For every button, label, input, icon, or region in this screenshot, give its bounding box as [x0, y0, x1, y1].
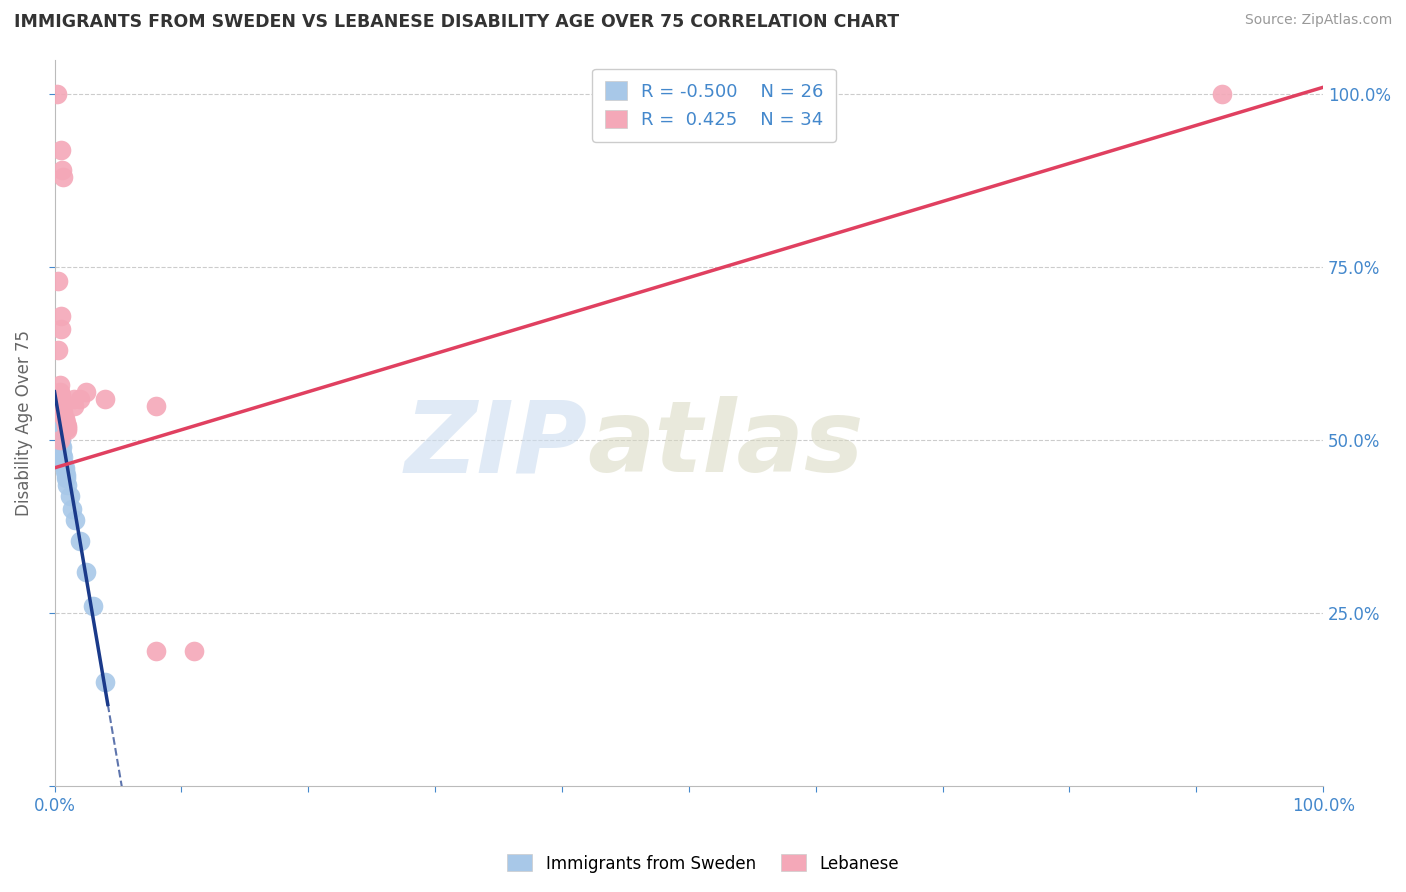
- Point: [53, 460, 76, 475]
- Point: [49, 143, 72, 157]
- Point: [145, 399, 167, 413]
- Point: [75, 384, 97, 399]
- Point: [1211, 87, 1233, 102]
- Point: [59, 489, 82, 503]
- Point: [51, 395, 73, 409]
- Point: [53, 464, 76, 478]
- Point: [49, 322, 72, 336]
- Point: [51, 163, 73, 178]
- Point: [53, 412, 76, 426]
- Point: [49, 447, 72, 461]
- Point: [62, 399, 84, 413]
- Point: [69, 533, 91, 548]
- Point: [51, 402, 73, 417]
- Point: [60, 502, 83, 516]
- Point: [62, 392, 84, 406]
- Point: [48, 440, 70, 454]
- Point: [82, 599, 104, 614]
- Point: [48, 384, 70, 399]
- Point: [52, 405, 75, 419]
- Point: [56, 421, 79, 435]
- Text: atlas: atlas: [588, 396, 863, 493]
- Text: IMMIGRANTS FROM SWEDEN VS LEBANESE DISABILITY AGE OVER 75 CORRELATION CHART: IMMIGRANTS FROM SWEDEN VS LEBANESE DISAB…: [14, 13, 900, 31]
- Point: [55, 471, 77, 485]
- Point: [52, 450, 75, 465]
- Point: [51, 399, 73, 413]
- Point: [48, 433, 70, 447]
- Point: [55, 467, 77, 482]
- Point: [49, 392, 72, 406]
- Legend: R = -0.500    N = 26, R =  0.425    N = 34: R = -0.500 N = 26, R = 0.425 N = 34: [592, 69, 837, 142]
- Point: [53, 412, 76, 426]
- Point: [46, 87, 69, 102]
- Point: [52, 409, 75, 423]
- Point: [56, 423, 79, 437]
- Point: [48, 433, 70, 447]
- Point: [51, 454, 73, 468]
- Point: [55, 416, 77, 430]
- Point: [49, 309, 72, 323]
- Point: [145, 644, 167, 658]
- Point: [51, 440, 73, 454]
- Point: [69, 392, 91, 406]
- Point: [46, 419, 69, 434]
- Point: [75, 565, 97, 579]
- Point: [51, 447, 73, 461]
- Point: [48, 430, 70, 444]
- Point: [48, 377, 70, 392]
- Point: [183, 644, 205, 658]
- Point: [49, 440, 72, 454]
- Point: [46, 426, 69, 441]
- Point: [56, 419, 79, 434]
- Y-axis label: Disability Age Over 75: Disability Age Over 75: [15, 330, 32, 516]
- Point: [55, 417, 77, 432]
- Point: [46, 274, 69, 288]
- Point: [46, 433, 69, 447]
- Text: ZIP: ZIP: [405, 396, 588, 493]
- Point: [94, 392, 117, 406]
- Text: Source: ZipAtlas.com: Source: ZipAtlas.com: [1244, 13, 1392, 28]
- Point: [52, 458, 75, 472]
- Point: [49, 388, 72, 402]
- Point: [56, 478, 79, 492]
- Point: [49, 433, 72, 447]
- Point: [46, 343, 69, 358]
- Point: [94, 675, 117, 690]
- Point: [52, 170, 75, 185]
- Legend: Immigrants from Sweden, Lebanese: Immigrants from Sweden, Lebanese: [501, 847, 905, 880]
- Point: [63, 513, 86, 527]
